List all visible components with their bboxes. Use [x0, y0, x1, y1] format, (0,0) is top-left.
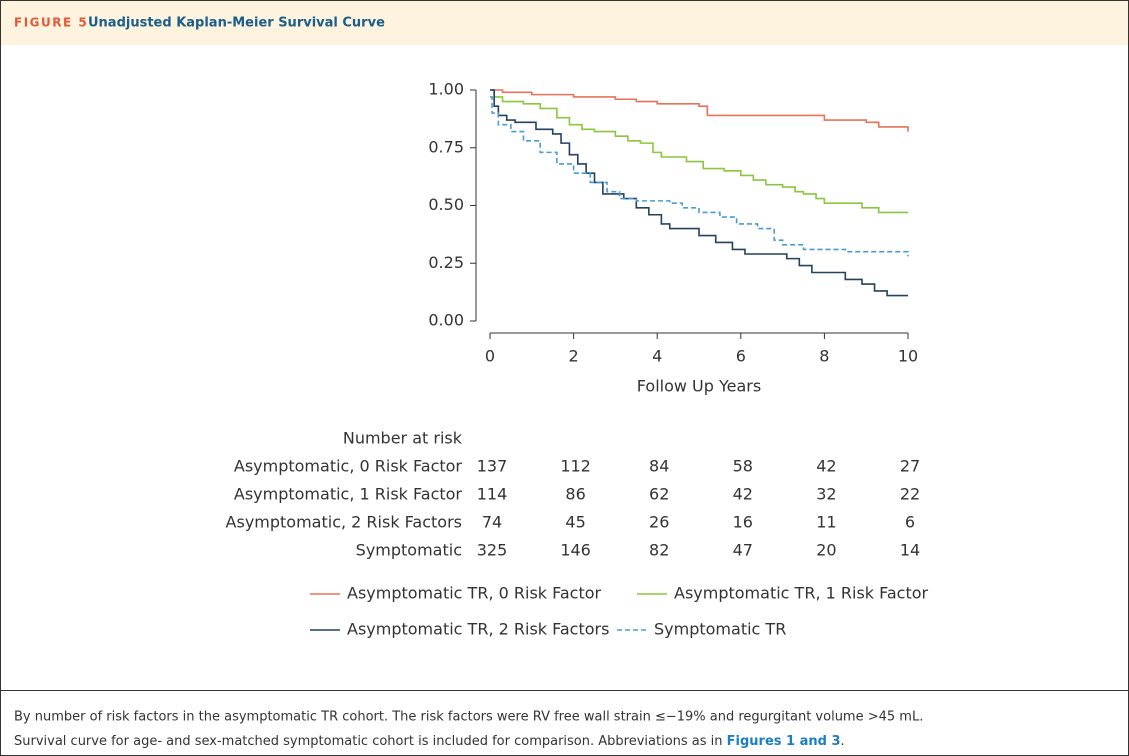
- risk-count: 325: [477, 541, 508, 560]
- risk-count: 114: [477, 485, 508, 504]
- caption-end: .: [841, 734, 845, 749]
- risk-count: 137: [477, 457, 508, 476]
- caption: Survival curve for age- and sex-matched …: [14, 734, 845, 749]
- survival-curve: [490, 96, 909, 257]
- survival-curve: [490, 89, 908, 214]
- survival-curve: [490, 89, 908, 297]
- caption-text: Survival curve for age- and sex-matched …: [14, 734, 723, 749]
- risk-count: 22: [900, 485, 920, 504]
- legend-label: Symptomatic TR: [654, 620, 786, 639]
- header-band: [1, 1, 1128, 45]
- risk-row-label: Asymptomatic, 2 Risk Factors: [226, 513, 462, 532]
- risk-count: 112: [560, 457, 591, 476]
- risk-count: 47: [733, 541, 753, 560]
- x-tick-label: 2: [569, 347, 579, 366]
- risk-count: 11: [816, 513, 836, 532]
- y-tick-label: 0.25: [428, 253, 464, 272]
- figure-title: Unadjusted Kaplan-Meier Survival Curve: [88, 16, 385, 31]
- risk-count: 45: [565, 513, 585, 532]
- risk-count: 42: [733, 485, 753, 504]
- risk-count: 84: [649, 457, 669, 476]
- risk-count: 74: [482, 513, 502, 532]
- risk-count: 82: [649, 541, 669, 560]
- x-tick-label: 4: [652, 347, 662, 366]
- legend-label: Asymptomatic TR, 1 Risk Factor: [674, 584, 929, 603]
- risk-count: 20: [816, 541, 836, 560]
- y-tick-label: 0.75: [428, 137, 464, 156]
- risk-count: 16: [733, 513, 753, 532]
- risk-count: 146: [560, 541, 591, 560]
- caption: By number of risk factors in the asympto…: [14, 710, 923, 725]
- figure-label: FIGURE 5: [14, 16, 88, 30]
- x-tick-label: 10: [898, 347, 918, 366]
- legend-label: Asymptomatic TR, 0 Risk Factor: [347, 584, 602, 603]
- survival-curve: [490, 89, 909, 132]
- risk-row-label: Asymptomatic, 0 Risk Factor: [234, 457, 463, 476]
- risk-count: 58: [733, 457, 753, 476]
- x-tick-label: 6: [736, 347, 746, 366]
- x-axis-label: Follow Up Years: [637, 377, 761, 396]
- risk-row-label: Symptomatic: [356, 541, 462, 560]
- risk-count: 42: [816, 457, 836, 476]
- x-tick-label: 0: [485, 347, 495, 366]
- x-tick-label: 8: [819, 347, 829, 366]
- risk-count: 6: [905, 513, 915, 532]
- risk-count: 26: [649, 513, 669, 532]
- y-tick-label: 0.00: [428, 311, 464, 330]
- risk-table-title: Number at risk: [343, 429, 463, 448]
- risk-count: 62: [649, 485, 669, 504]
- y-tick-label: 1.00: [428, 80, 464, 99]
- y-tick-label: 0.50: [428, 195, 464, 214]
- risk-count: 32: [816, 485, 836, 504]
- risk-count: 86: [565, 485, 585, 504]
- risk-count: 27: [900, 457, 920, 476]
- legend-label: Asymptomatic TR, 2 Risk Factors: [347, 620, 609, 639]
- caption-link[interactable]: Figures 1 and 3: [727, 734, 841, 749]
- risk-row-label: Asymptomatic, 1 Risk Factor: [234, 485, 463, 504]
- risk-count: 14: [900, 541, 920, 560]
